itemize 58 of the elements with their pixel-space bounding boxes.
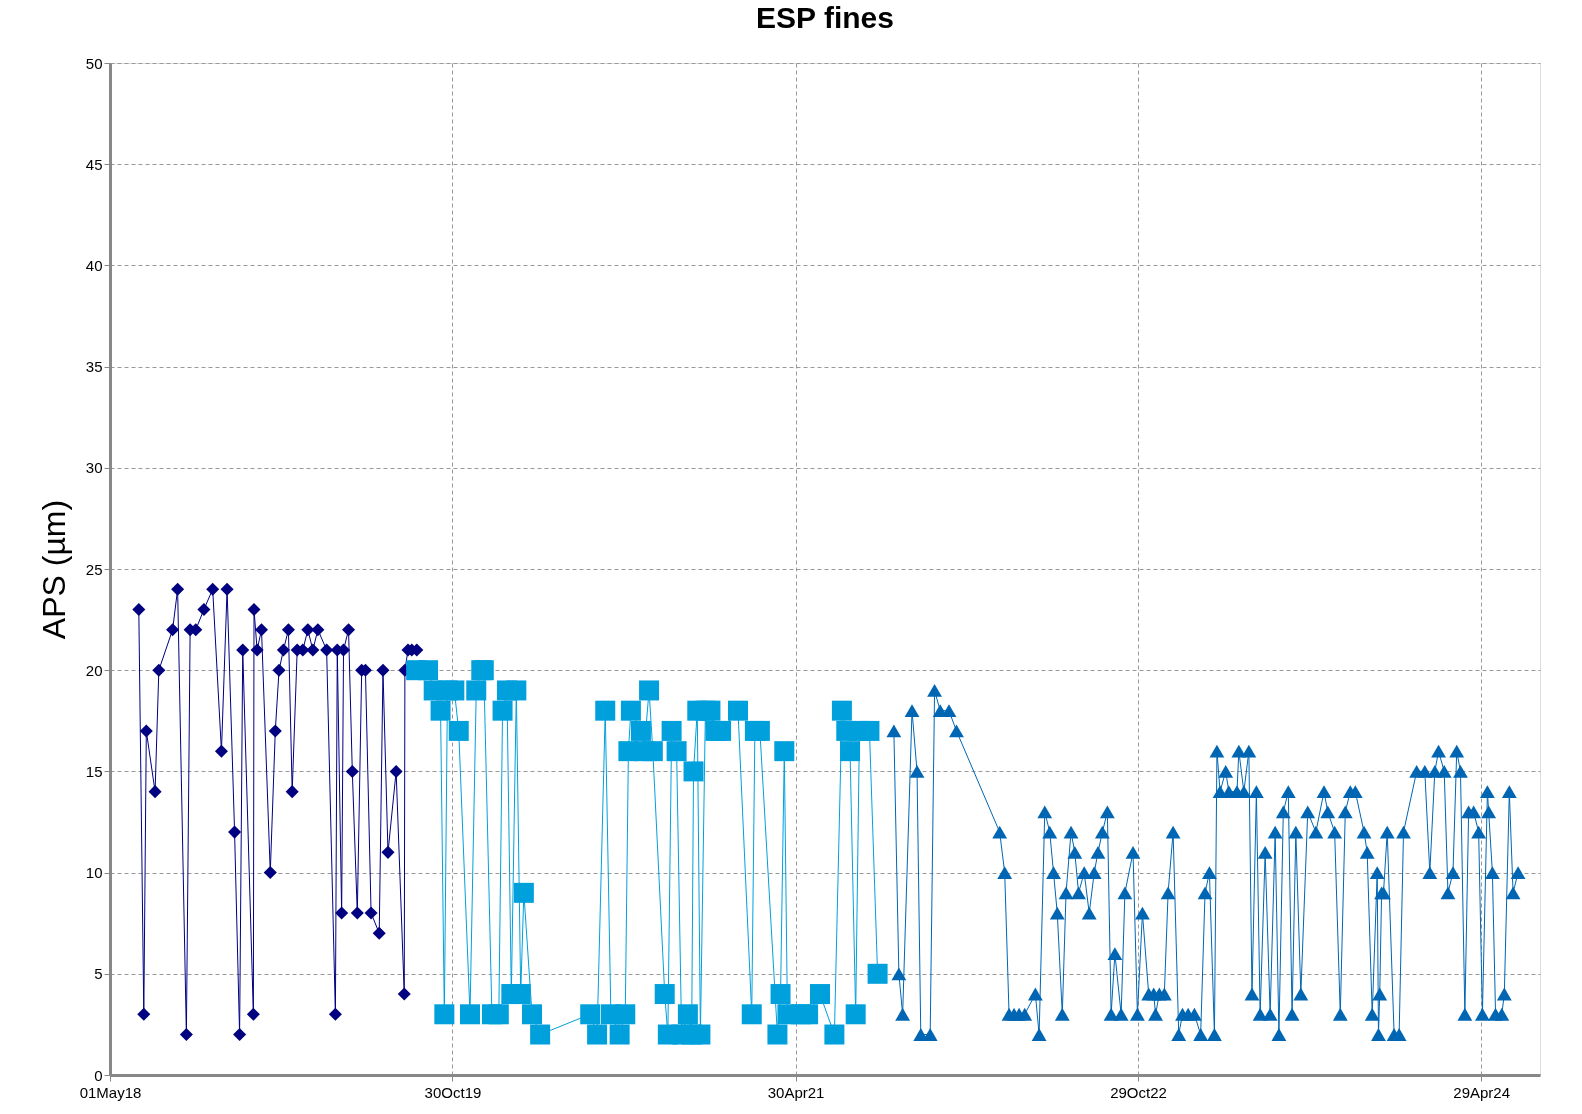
x-tick-label: 30Oct19 <box>424 1083 482 1101</box>
x-tick-label: 30Apr21 <box>767 1083 825 1101</box>
point <box>214 744 228 758</box>
x-tick-label: 29Oct22 <box>1110 1083 1167 1101</box>
point <box>132 602 146 616</box>
point <box>381 845 395 859</box>
point <box>166 623 180 637</box>
point <box>139 724 153 738</box>
y-tick-label: 25 <box>85 560 103 578</box>
y-tick-label: 50 <box>85 54 103 72</box>
x-tick-label: 01May18 <box>79 1083 142 1101</box>
point <box>250 643 264 657</box>
point <box>328 1007 342 1021</box>
point <box>350 906 364 920</box>
point <box>137 1007 151 1021</box>
point <box>246 1007 260 1021</box>
point <box>206 582 220 596</box>
point <box>301 623 315 637</box>
point <box>320 643 334 657</box>
point <box>233 1028 247 1042</box>
point <box>342 623 356 637</box>
chart-title: ESP fines <box>756 1 894 34</box>
point <box>272 663 286 677</box>
x-tick-label: 29Apr24 <box>1453 1083 1511 1101</box>
y-tick-label: 15 <box>85 762 103 780</box>
point <box>372 926 386 940</box>
y-tick-label: 45 <box>85 155 103 173</box>
point <box>228 825 242 839</box>
y-tick-label: 20 <box>85 661 103 679</box>
point <box>171 582 185 596</box>
point <box>268 724 282 738</box>
point <box>335 906 349 920</box>
point <box>311 623 325 637</box>
y-tick-label: 0 <box>94 1066 103 1084</box>
point <box>306 643 320 657</box>
y-tick-label: 5 <box>94 965 103 983</box>
point <box>285 785 299 799</box>
y-axis-title: APS (µm) <box>35 499 72 640</box>
point <box>263 866 277 880</box>
point <box>236 643 250 657</box>
point <box>247 602 261 616</box>
point <box>148 785 162 799</box>
point <box>281 623 295 637</box>
point <box>197 602 211 616</box>
point <box>389 764 403 778</box>
point <box>255 623 269 637</box>
point <box>152 663 166 677</box>
point <box>364 906 378 920</box>
point <box>220 582 234 596</box>
point <box>397 987 411 1001</box>
point <box>179 1028 193 1042</box>
point <box>345 764 359 778</box>
y-tick-label: 40 <box>85 256 103 274</box>
point <box>276 643 290 657</box>
y-tick-label: 30 <box>85 459 103 477</box>
y-tick-label: 10 <box>85 864 103 882</box>
point <box>376 663 390 677</box>
y-tick-label: 35 <box>85 358 103 376</box>
